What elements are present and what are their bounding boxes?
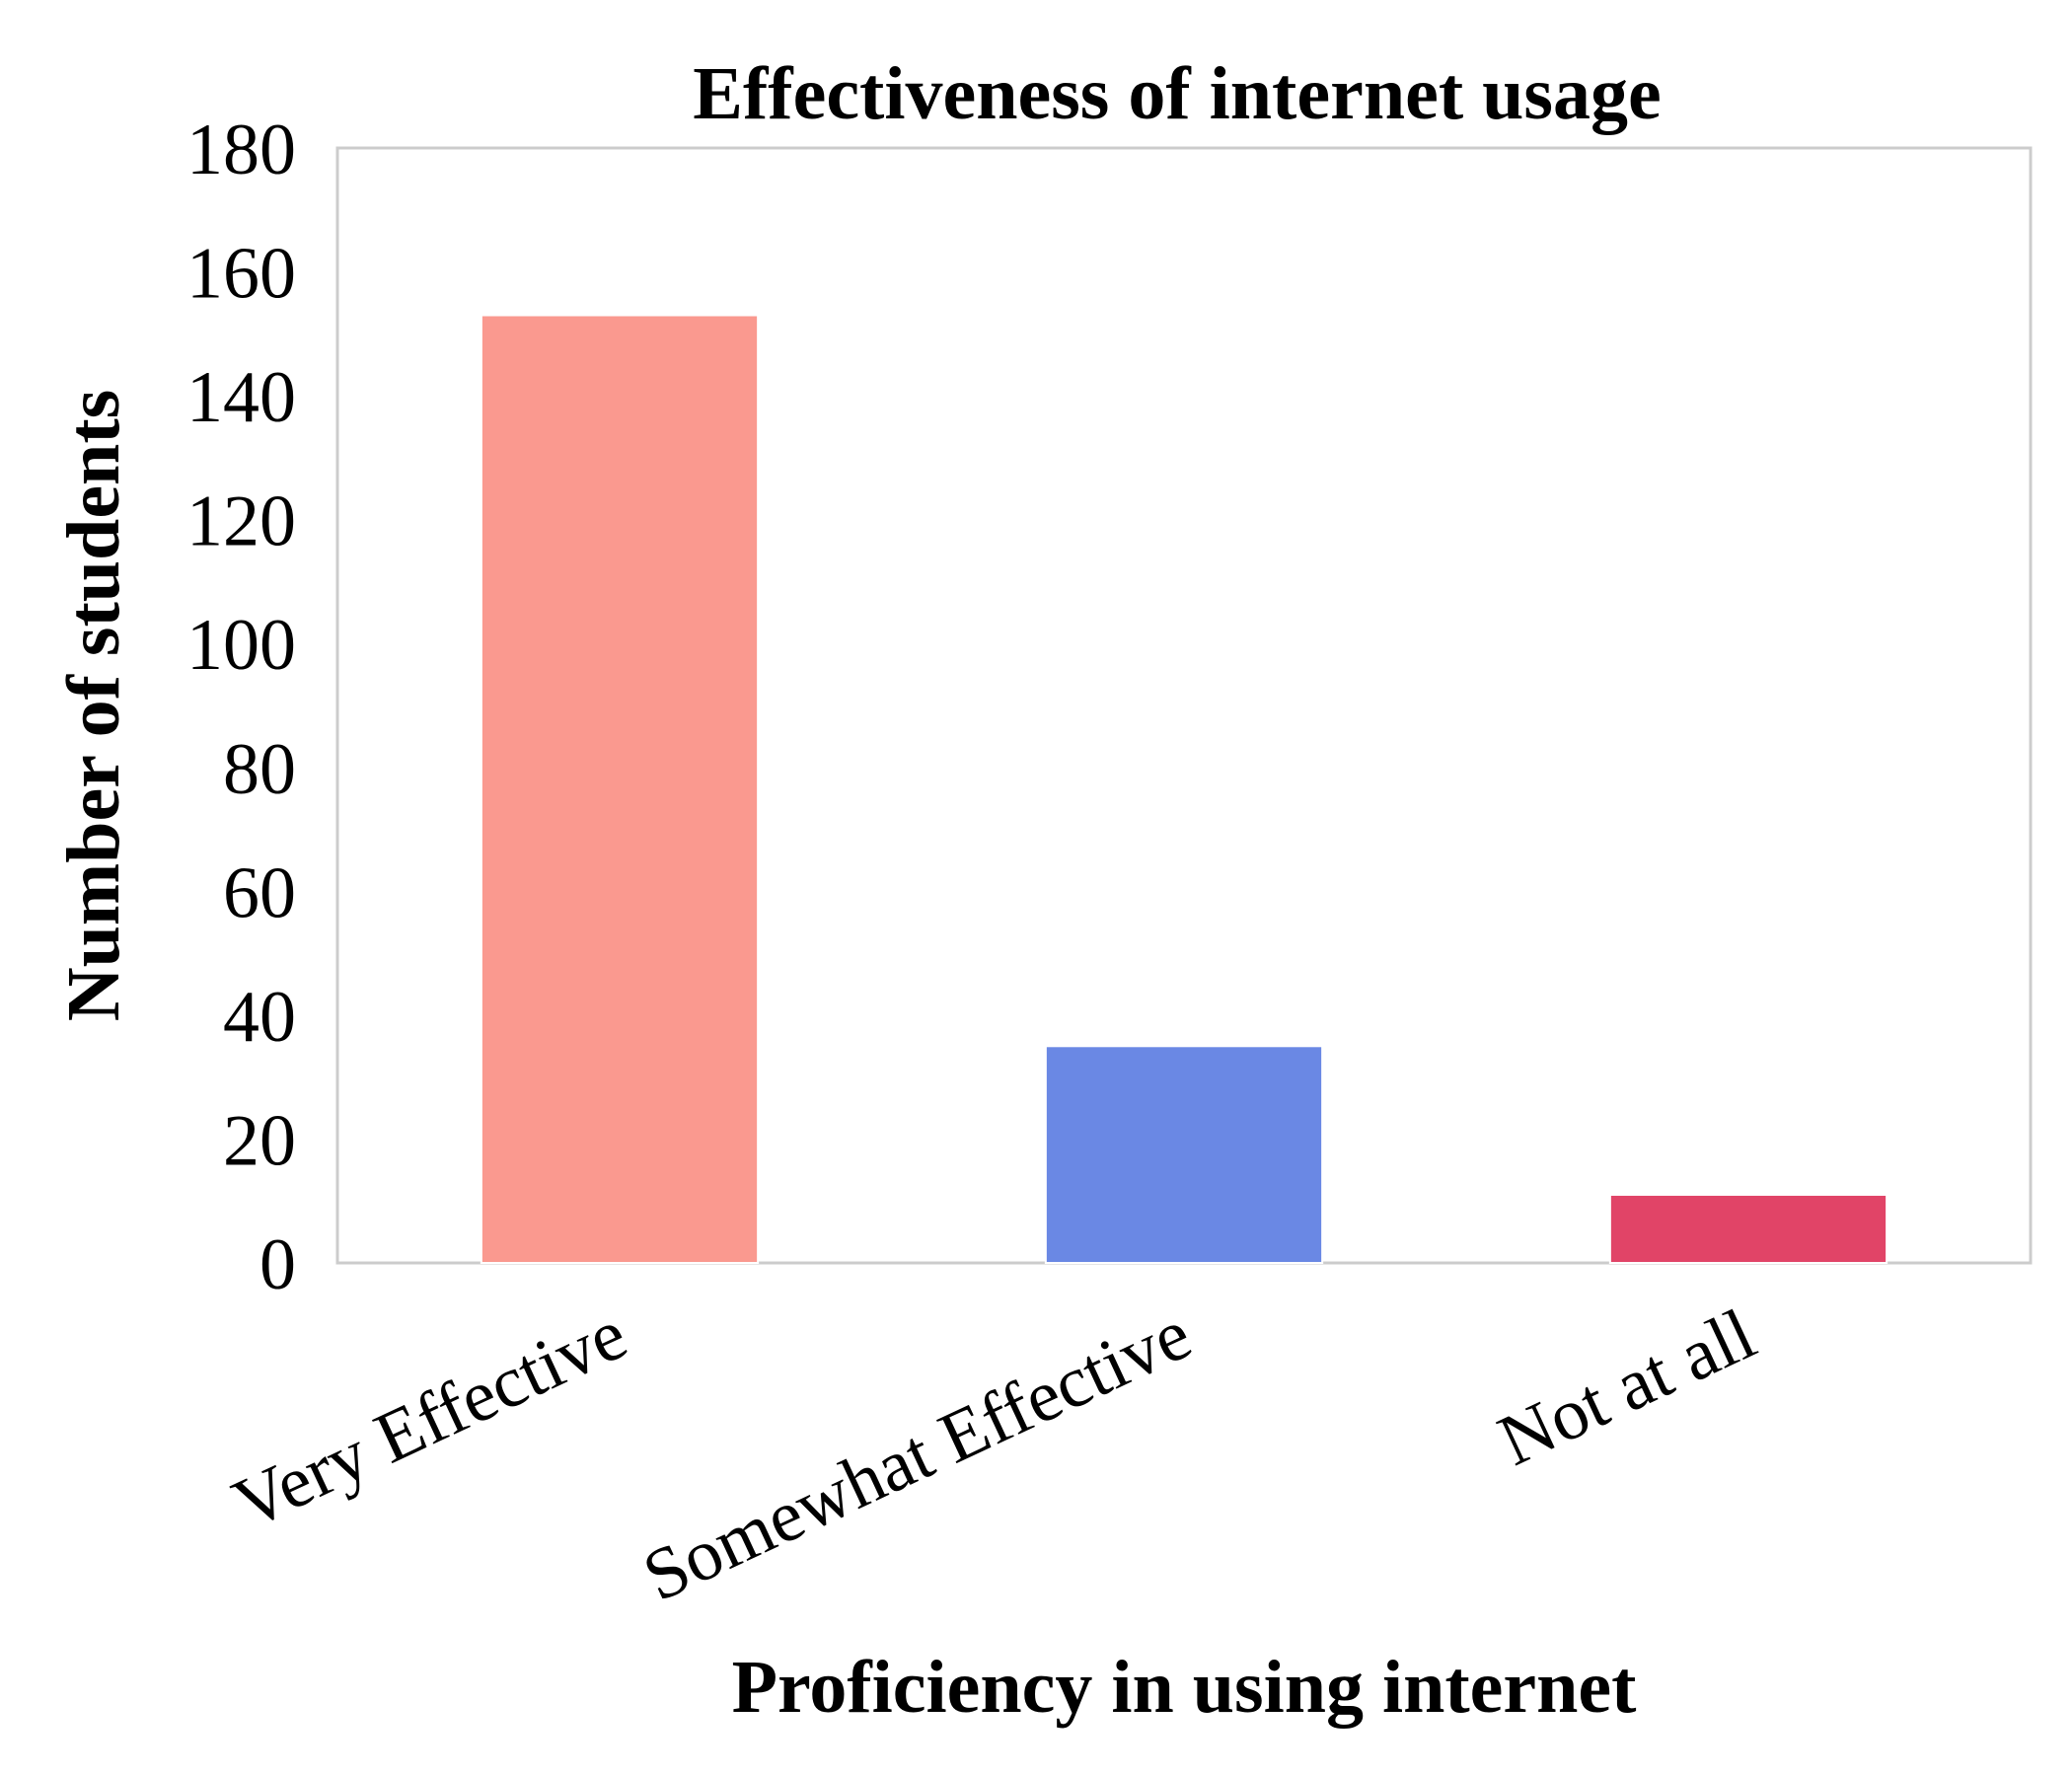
y-tick-label: 0 (259, 1224, 296, 1305)
bars (480, 314, 1888, 1265)
x-tick-label: Not at all (1487, 1294, 1767, 1482)
chart-title: Effectiveness of internet usage (693, 52, 1661, 135)
x-tick-label: Somewhat Effective (631, 1294, 1203, 1617)
bar (480, 314, 760, 1264)
y-tick-label: 60 (223, 852, 296, 933)
y-tick-label: 120 (186, 481, 296, 562)
x-tick-label: Very Effective (222, 1294, 639, 1545)
y-tick-label: 180 (186, 110, 296, 190)
y-axis-label: Number of students (52, 390, 135, 1021)
y-tick-label: 40 (223, 977, 296, 1058)
y-axis-ticks: 0 20 40 60 80 100 120 140 160 180 (186, 110, 296, 1305)
y-tick-label: 140 (186, 357, 296, 438)
bar (1608, 1193, 1888, 1265)
y-tick-label: 20 (223, 1100, 296, 1181)
y-tick-label: 160 (186, 234, 296, 315)
bar (1044, 1045, 1324, 1265)
x-axis-label: Proficiency in using internet (732, 1646, 1637, 1729)
y-tick-label: 100 (186, 605, 296, 686)
y-tick-label: 80 (223, 729, 296, 810)
